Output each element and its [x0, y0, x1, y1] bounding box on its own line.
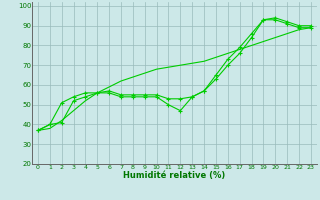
X-axis label: Humidité relative (%): Humidité relative (%) — [123, 171, 226, 180]
